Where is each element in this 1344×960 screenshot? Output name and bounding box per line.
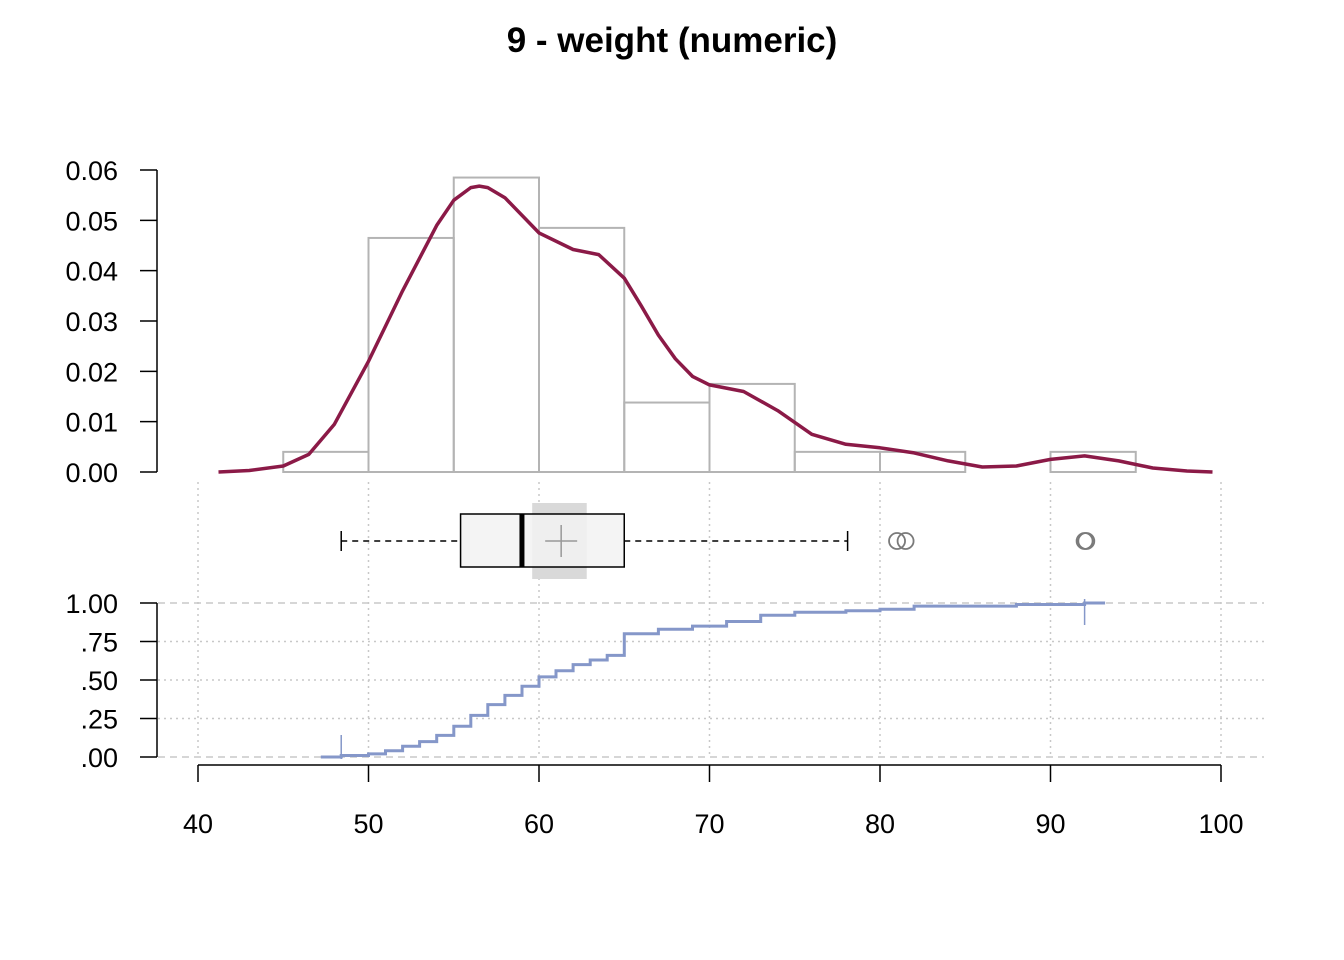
ecdf-line [320,601,1106,759]
x-tick-label: 80 [865,809,895,839]
density-y-tick-label: 0.05 [65,206,118,236]
density-y-tick-label: 0.00 [65,458,118,488]
ecdf-y-tick-label: .00 [80,743,118,773]
density-y-tick-label: 0.03 [65,307,118,337]
ecdf-y-tick-label: .25 [80,705,118,735]
outlier-point [896,532,915,550]
density-curve [218,184,1213,474]
ecdf-y-tick-label: .75 [80,628,118,658]
ecdf-layer [320,599,1106,759]
x-tick-label: 50 [353,809,383,839]
histogram-bar [623,401,711,474]
histogram [282,176,1137,474]
x-tick-label: 40 [183,809,213,839]
histogram-bar [538,226,626,473]
x-tick-label: 100 [1198,809,1243,839]
x-tick-label: 70 [694,809,724,839]
density-y-tick-label: 0.06 [65,156,118,186]
outlier-point [1077,532,1096,550]
iqr-box [459,513,625,568]
grid [158,482,1264,758]
outlier-point [888,532,906,550]
density-y-tick-label: 0.02 [65,357,118,387]
histogram-bar [1049,450,1137,474]
boxplot [340,503,1096,579]
density-curve-layer [218,184,1213,474]
axes: 0.00 0.01 0.02 0.03 0.04 0.05 0.06 .00 .25 .50 .75… [65,156,1243,839]
ecdf-y-tick-label: .50 [80,666,118,696]
histogram-bar [879,450,967,474]
chart-title: 9 - weight (numeric) [507,21,838,60]
density-y-tick-label: 0.04 [65,257,118,287]
histogram-bar [793,450,881,474]
density-y-tick-label: 0.01 [65,408,118,438]
x-tick-label: 60 [524,809,554,839]
histogram-bar [708,382,796,473]
ecdf-y-tick-label: 1.00 [65,589,118,619]
x-tick-label: 90 [1035,809,1065,839]
